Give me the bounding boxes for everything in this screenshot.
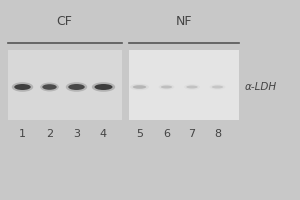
- Ellipse shape: [92, 82, 115, 92]
- Text: 6: 6: [163, 129, 170, 139]
- Text: 3: 3: [73, 129, 80, 139]
- Text: 5: 5: [136, 129, 143, 139]
- Ellipse shape: [68, 84, 85, 90]
- Text: α-LDH: α-LDH: [244, 82, 277, 92]
- Ellipse shape: [14, 84, 31, 90]
- Text: 7: 7: [188, 129, 196, 139]
- Text: 1: 1: [19, 129, 26, 139]
- Bar: [129, 50, 238, 120]
- Text: 4: 4: [100, 129, 107, 139]
- Text: CF: CF: [57, 15, 72, 28]
- Ellipse shape: [66, 82, 87, 92]
- Bar: [8, 50, 122, 120]
- Ellipse shape: [12, 82, 33, 92]
- Ellipse shape: [212, 86, 223, 88]
- Ellipse shape: [130, 84, 149, 90]
- Text: NF: NF: [175, 15, 192, 28]
- Text: 8: 8: [214, 129, 221, 139]
- Ellipse shape: [186, 86, 198, 88]
- Ellipse shape: [161, 86, 172, 88]
- Ellipse shape: [94, 84, 112, 90]
- Ellipse shape: [158, 84, 175, 90]
- Ellipse shape: [42, 84, 57, 90]
- Text: 2: 2: [46, 129, 53, 139]
- Ellipse shape: [133, 85, 146, 89]
- Ellipse shape: [40, 83, 59, 91]
- Ellipse shape: [184, 84, 200, 90]
